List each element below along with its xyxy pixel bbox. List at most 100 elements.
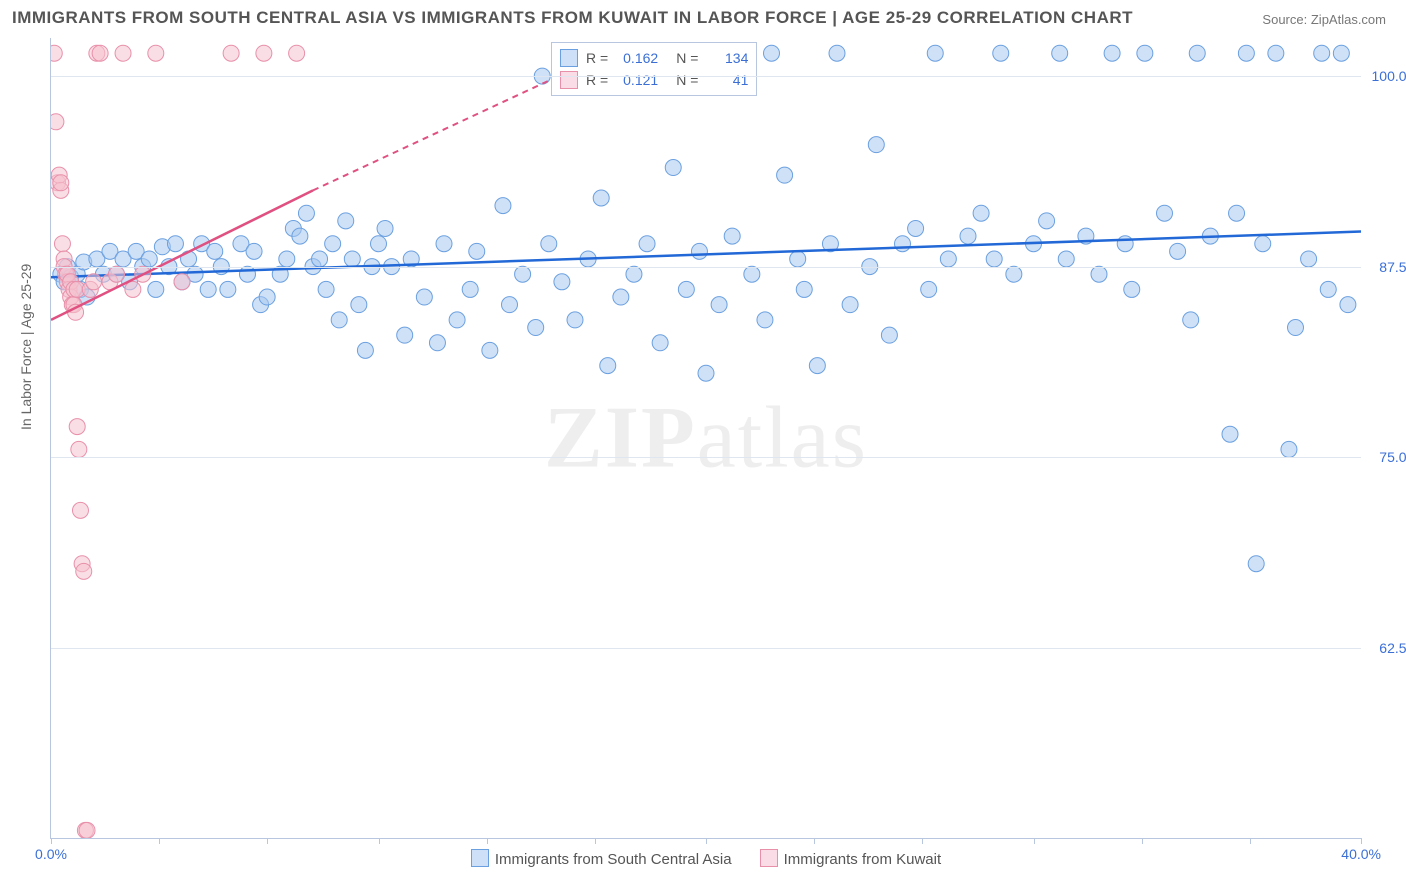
data-point	[541, 236, 557, 252]
data-point	[515, 266, 531, 282]
data-point	[256, 45, 272, 61]
data-point	[881, 327, 897, 343]
data-point	[1320, 281, 1336, 297]
data-point	[54, 236, 70, 252]
data-point	[312, 251, 328, 267]
x-tick	[814, 838, 815, 844]
n-value: 41	[706, 69, 748, 91]
data-point	[72, 502, 88, 518]
data-point	[86, 274, 102, 290]
data-point	[1091, 266, 1107, 282]
data-point	[292, 228, 308, 244]
data-point	[71, 441, 87, 457]
data-point	[51, 45, 62, 61]
data-point	[1288, 320, 1304, 336]
data-point	[223, 45, 239, 61]
data-point	[921, 281, 937, 297]
data-point	[829, 45, 845, 61]
data-point	[744, 266, 760, 282]
data-point	[148, 45, 164, 61]
data-point	[724, 228, 740, 244]
stats-row: R =0.162N =134	[560, 47, 748, 69]
r-label: R =	[586, 47, 608, 69]
data-point	[895, 236, 911, 252]
data-point	[691, 243, 707, 259]
data-point	[1255, 236, 1271, 252]
data-point	[200, 281, 216, 297]
legend-label: Immigrants from South Central Asia	[495, 851, 732, 868]
data-point	[1124, 281, 1140, 297]
data-point	[449, 312, 465, 328]
data-point	[1039, 213, 1055, 229]
data-point	[1183, 312, 1199, 328]
x-tick	[51, 838, 52, 844]
data-point	[1333, 45, 1349, 61]
data-point	[1281, 441, 1297, 457]
x-max-label: 40.0%	[1341, 846, 1381, 862]
data-point	[678, 281, 694, 297]
data-point	[777, 167, 793, 183]
x-tick	[922, 838, 923, 844]
data-point	[1314, 45, 1330, 61]
data-point	[174, 274, 190, 290]
x-tick	[595, 838, 596, 844]
x-tick	[1250, 838, 1251, 844]
data-point	[416, 289, 432, 305]
data-point	[1301, 251, 1317, 267]
data-point	[842, 297, 858, 313]
n-label: N =	[676, 69, 698, 91]
data-point	[429, 335, 445, 351]
n-label: N =	[676, 47, 698, 69]
data-point	[318, 281, 334, 297]
data-point	[279, 251, 295, 267]
gridline	[51, 457, 1361, 458]
data-point	[1268, 45, 1284, 61]
data-point	[1006, 266, 1022, 282]
data-point	[1229, 205, 1245, 221]
x-tick	[159, 838, 160, 844]
data-point	[757, 312, 773, 328]
legend-swatch	[760, 849, 778, 867]
r-label: R =	[586, 69, 608, 91]
data-point	[593, 190, 609, 206]
legend-swatch	[560, 49, 578, 67]
data-point	[613, 289, 629, 305]
data-point	[148, 281, 164, 297]
data-point	[92, 45, 108, 61]
data-point	[652, 335, 668, 351]
data-point	[993, 45, 1009, 61]
data-point	[554, 274, 570, 290]
data-point	[908, 220, 924, 236]
data-point	[298, 205, 314, 221]
source-label: Source:	[1262, 12, 1307, 27]
data-point	[809, 358, 825, 374]
chart-title: IMMIGRANTS FROM SOUTH CENTRAL ASIA VS IM…	[12, 8, 1133, 28]
n-value: 134	[706, 47, 748, 69]
data-point	[289, 45, 305, 61]
data-point	[626, 266, 642, 282]
data-point	[1117, 236, 1133, 252]
data-point	[76, 563, 92, 579]
r-value: 0.121	[616, 69, 658, 91]
data-point	[371, 236, 387, 252]
data-point	[1157, 205, 1173, 221]
data-point	[397, 327, 413, 343]
gridline	[51, 76, 1361, 77]
data-point	[220, 281, 236, 297]
data-point	[973, 205, 989, 221]
data-point	[53, 175, 69, 191]
y-tick-label: 87.5%	[1379, 259, 1406, 275]
legend-swatch	[471, 849, 489, 867]
data-point	[1052, 45, 1068, 61]
x-tick	[1034, 838, 1035, 844]
data-point	[259, 289, 275, 305]
data-point	[141, 251, 157, 267]
y-tick-label: 75.0%	[1379, 449, 1406, 465]
stats-row: R = 0.121 N = 41	[560, 69, 748, 91]
data-point	[528, 320, 544, 336]
data-point	[495, 198, 511, 214]
x-tick	[267, 838, 268, 844]
data-point	[344, 251, 360, 267]
data-point	[1137, 45, 1153, 61]
data-point	[482, 342, 498, 358]
